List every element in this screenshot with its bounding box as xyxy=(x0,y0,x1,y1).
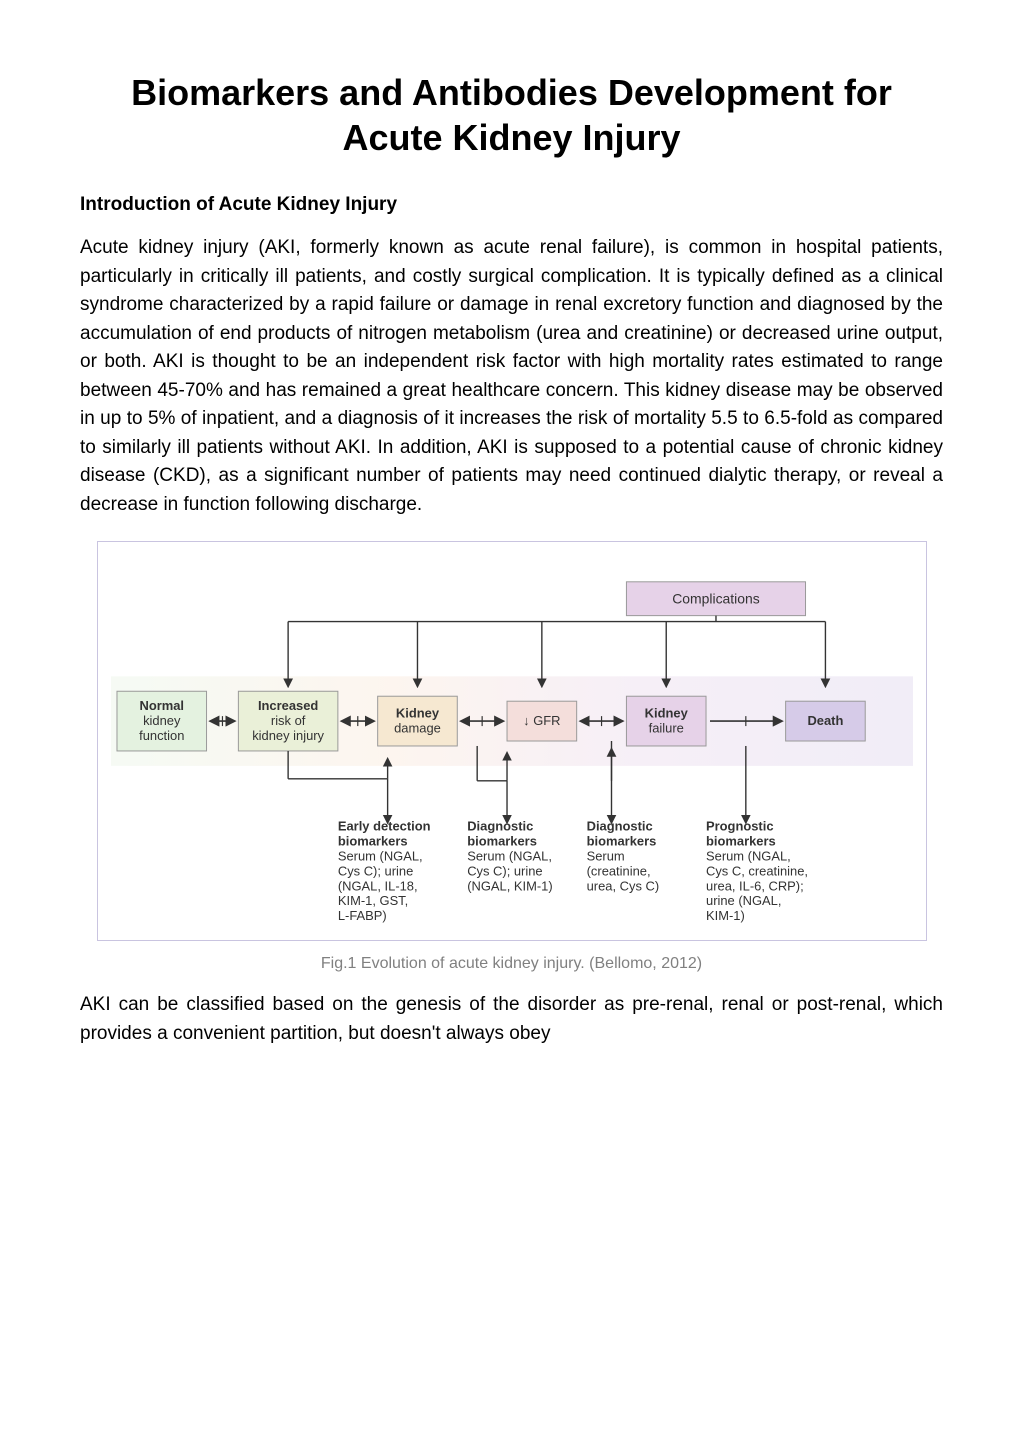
svg-text:(NGAL, IL-18,: (NGAL, IL-18, xyxy=(337,878,417,893)
svg-text:Increased: Increased xyxy=(257,698,317,713)
svg-text:urea, IL-6, CRP);: urea, IL-6, CRP); xyxy=(706,878,804,893)
svg-text:Cys C); urine: Cys C); urine xyxy=(337,863,412,878)
svg-text:Cys C); urine: Cys C); urine xyxy=(467,863,542,878)
svg-text:biomarkers: biomarkers xyxy=(586,833,656,848)
svg-text:(NGAL, KIM-1): (NGAL, KIM-1) xyxy=(467,878,552,893)
svg-text:Normal: Normal xyxy=(139,698,184,713)
svg-text:Serum (NGAL,: Serum (NGAL, xyxy=(706,848,791,863)
figure-diagram: Complications Normalkidneyfunction Increas… xyxy=(97,541,927,941)
svg-text:kidney injury: kidney injury xyxy=(252,728,324,743)
svg-text:↓ GFR: ↓ GFR xyxy=(523,713,560,728)
svg-text:Death: Death xyxy=(807,713,843,728)
intro-paragraph: Acute kidney injury (AKI, formerly known… xyxy=(80,234,943,519)
svg-text:Serum: Serum xyxy=(586,848,624,863)
svg-text:(creatinine,: (creatinine, xyxy=(586,863,650,878)
svg-text:biomarkers: biomarkers xyxy=(337,833,407,848)
svg-text:function: function xyxy=(139,728,184,743)
section-heading: Introduction of Acute Kidney Injury xyxy=(80,194,943,216)
svg-text:KIM-1): KIM-1) xyxy=(706,908,745,923)
svg-text:Cys C, creatinine,: Cys C, creatinine, xyxy=(706,863,808,878)
svg-text:Serum (NGAL,: Serum (NGAL, xyxy=(467,848,552,863)
svg-text:Kidney: Kidney xyxy=(395,706,439,721)
svg-text:Early detection: Early detection xyxy=(337,819,430,834)
svg-text:KIM-1, GST,: KIM-1, GST, xyxy=(337,893,407,908)
svg-text:damage: damage xyxy=(394,721,441,736)
svg-text:Diagnostic: Diagnostic xyxy=(586,819,652,834)
svg-text:urine (NGAL,: urine (NGAL, xyxy=(706,893,781,908)
svg-text:urea, Cys C): urea, Cys C) xyxy=(586,878,659,893)
svg-text:kidney: kidney xyxy=(143,713,181,728)
svg-text:Serum (NGAL,: Serum (NGAL, xyxy=(337,848,422,863)
svg-text:biomarkers: biomarkers xyxy=(467,833,537,848)
svg-text:Diagnostic: Diagnostic xyxy=(467,819,533,834)
figure-1: Complications Normalkidneyfunction Increas… xyxy=(80,541,943,973)
svg-text:L-FABP): L-FABP) xyxy=(337,908,386,923)
svg-text:Kidney: Kidney xyxy=(644,706,688,721)
svg-text:Complications: Complications xyxy=(672,591,759,607)
svg-text:biomarkers: biomarkers xyxy=(706,833,776,848)
para-2: AKI can be classified based on the genes… xyxy=(80,991,943,1048)
svg-text:Prognostic: Prognostic xyxy=(706,819,773,834)
page-title: Biomarkers and Antibodies Development fo… xyxy=(80,70,943,160)
svg-text:risk of: risk of xyxy=(270,713,305,728)
svg-text:failure: failure xyxy=(648,721,683,736)
figure-caption: Fig.1 Evolution of acute kidney injury. … xyxy=(80,955,943,973)
